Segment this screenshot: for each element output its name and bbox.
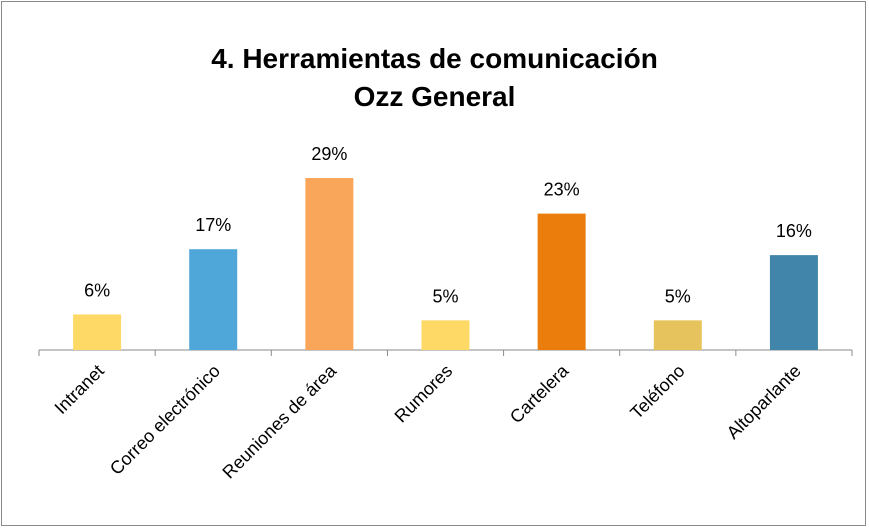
x-tick-label: Intranet: [51, 361, 108, 418]
bar: [305, 178, 354, 350]
bar: [421, 320, 470, 350]
data-label: 23%: [544, 180, 580, 200]
bar: [189, 249, 238, 350]
x-tick-label: Reuniones de área: [218, 360, 340, 482]
x-tick-label: Correo electrónico: [106, 361, 224, 479]
data-label: 29%: [311, 144, 347, 164]
title-box: 4. Herramientas de comunicación Ozz Gene…: [0, 40, 869, 116]
x-tick-label: Rumores: [391, 361, 457, 427]
bar: [537, 213, 586, 350]
data-label: 17%: [195, 215, 231, 235]
x-tick-label: Altoparlante: [723, 361, 805, 443]
bar: [73, 314, 122, 350]
data-label: 5%: [665, 286, 691, 306]
data-label: 5%: [432, 286, 458, 306]
data-label: 16%: [776, 221, 812, 241]
bar: [769, 255, 818, 350]
x-tick-label: Teléfono: [626, 361, 688, 423]
bar: [653, 320, 702, 350]
data-label: 6%: [84, 280, 110, 300]
chart-title: 4. Herramientas de comunicación Ozz Gene…: [211, 43, 658, 112]
x-tick-label: Cartelera: [506, 360, 573, 427]
